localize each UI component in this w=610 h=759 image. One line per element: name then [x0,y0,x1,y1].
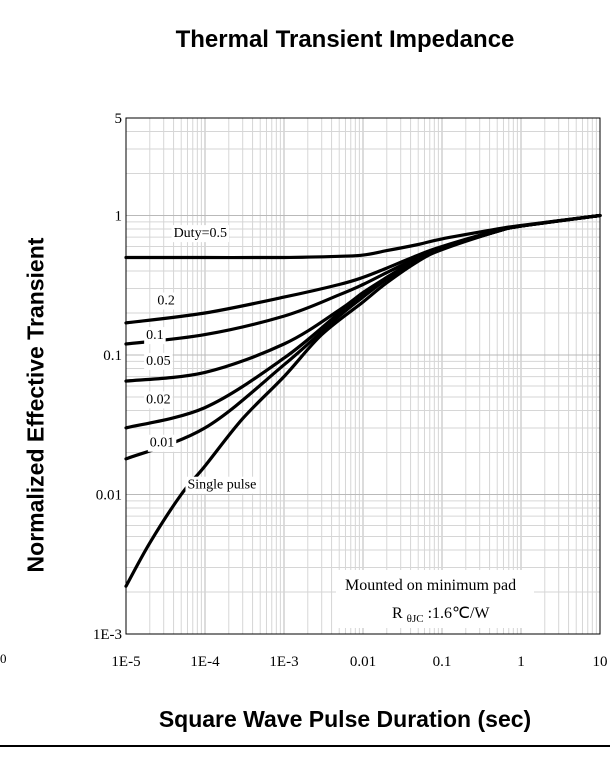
series-label-1: 0.2 [157,294,175,309]
y-tick-label-1: 1 [115,209,123,225]
series-label-3: 0.05 [146,354,171,369]
tick-labels: 1E-5 1E-4 1E-3 0.01 0.1 1 10 5 1 0.1 0.01 1E-3 [93,111,608,670]
series-label-bg-3 [144,352,173,370]
series-lines [124,213,602,588]
annotation-box: Mounted on minimum pad R θJC :1.6℃/W [336,570,534,628]
series-label-bg-2 [144,327,166,345]
annotation-value: :1.6℃/W [428,605,491,622]
annotation-line2: R θJC :1.6℃/W [392,605,490,626]
x-tick-label-1: 1E-4 [190,654,220,670]
annotation-background [336,570,534,628]
grid [125,118,600,634]
series-labels: Duty=0.5 0.2 0.1 0.05 0.02 0.01 Single pulse [144,225,259,494]
chart-title: Thermal Transient Impedance [175,26,515,53]
x-tick-label-6: 10 [593,654,608,670]
series-label-bg-0 [171,225,229,243]
annotation-line1: Mounted on minimum pad [345,577,516,594]
series-label-bg-4 [144,391,173,409]
series-label-5: 0.01 [150,436,175,451]
series-line-6 [124,213,602,588]
series-label-bg-6 [185,476,259,494]
y-tick-label-3: 0.01 [96,488,122,504]
plot-frame [125,117,601,635]
y-tick-label-2: 0.1 [103,348,122,364]
x-tick-label-0: 1E-5 [111,654,140,670]
y-tick-label-0: 5 [115,111,123,127]
series-label-bg-5 [147,434,177,452]
annotation-r: R [392,605,403,622]
series-label-6: Single pulse [187,478,256,493]
x-tick-label-5: 1 [517,654,525,670]
x-tick-label-2: 1E-3 [269,654,298,670]
series-label-4: 0.02 [146,392,171,407]
y-tick-label-4: 1E-3 [93,627,122,643]
series-label-2: 0.1 [146,328,164,343]
bottom-rule [0,745,610,747]
stray-tick-label: 0 [0,651,7,666]
x-axis-label: Square Wave Pulse Duration (sec) [158,706,532,732]
x-tick-label-4: 0.1 [433,654,452,670]
x-tick-label-3: 0.01 [350,654,376,670]
series-label-bg-1 [155,292,177,310]
series-label-0: Duty=0.5 [174,226,227,241]
annotation-subscript: θJC [407,613,424,625]
